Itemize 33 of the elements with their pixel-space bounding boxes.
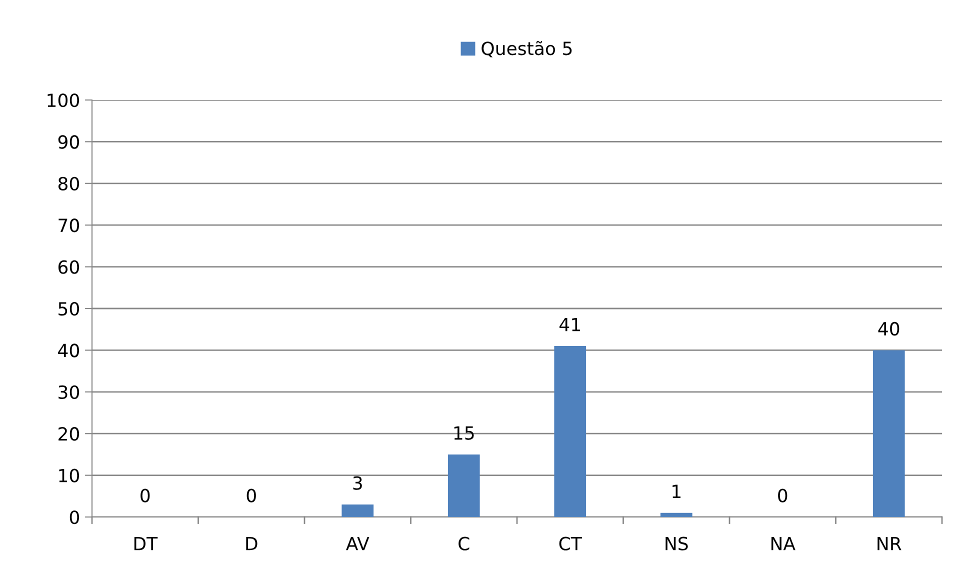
y-tick-label: 70 (58, 218, 79, 232)
data-label: 1 (672, 484, 680, 498)
y-tick-label: 80 (58, 176, 79, 191)
y-tick-label: 20 (58, 427, 79, 441)
y-tick-label: 90 (58, 135, 79, 149)
y-tick-label: 100 (48, 93, 79, 108)
data-label: 0 (140, 488, 150, 502)
x-tick-label: NR (878, 537, 902, 550)
x-tick-label: NS (666, 536, 688, 550)
x-tick-label: CT (559, 536, 582, 550)
data-label: 41 (560, 318, 580, 332)
legend-label: Questão 5 (482, 40, 572, 58)
bar (448, 454, 480, 517)
y-tick-label: 10 (59, 468, 79, 482)
bar (342, 504, 374, 517)
data-label: 40 (878, 322, 900, 336)
y-tick-label: 30 (58, 385, 79, 400)
data-label: 0 (246, 488, 256, 502)
y-tick-label: 0 (70, 510, 79, 524)
data-label: 3 (353, 476, 362, 490)
bar (554, 346, 586, 517)
x-tick-label: AV (346, 537, 370, 550)
y-tick-label: 50 (58, 302, 79, 316)
x-tick-label: NA (771, 537, 796, 550)
x-tick-label: C (458, 536, 470, 550)
y-tick-label: 60 (58, 260, 79, 274)
x-tick-label: D (246, 537, 258, 550)
bar (660, 512, 692, 517)
data-label: 15 (454, 426, 474, 440)
x-tick-label: DT (134, 537, 158, 550)
y-tick-label: 40 (58, 344, 79, 358)
bar (872, 350, 905, 517)
data-label: 0 (778, 488, 788, 502)
